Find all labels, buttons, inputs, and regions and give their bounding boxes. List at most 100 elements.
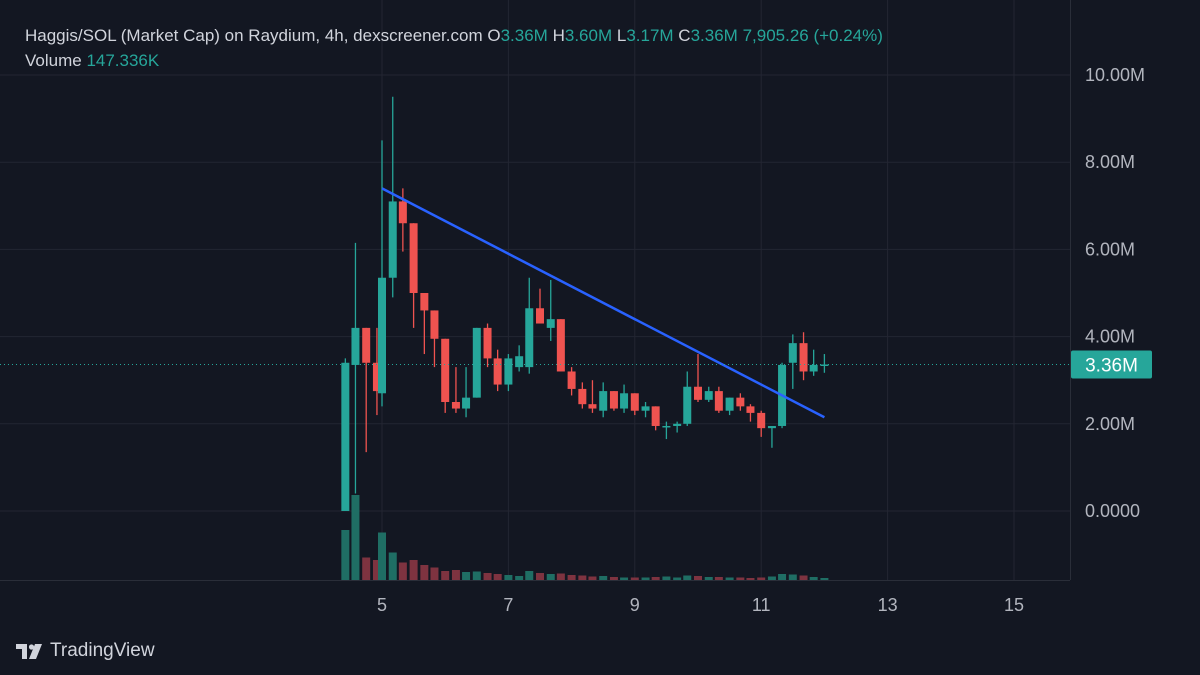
candle-body	[556, 319, 565, 372]
volume-bar	[462, 572, 471, 580]
axes: 0.0000 2.00M 4.00M 6.00M 8.00M 10.00M 5 7 9 11 13 1…	[0, 0, 1145, 615]
volume-bar	[799, 575, 808, 580]
volume-bar	[778, 574, 787, 580]
volume-bar	[451, 570, 460, 580]
candle-body	[767, 425, 776, 429]
volume-bar	[630, 577, 639, 580]
volume-bar	[704, 577, 713, 580]
candle-body	[809, 364, 818, 372]
volume-bar	[641, 577, 650, 580]
volume-bars	[341, 495, 829, 580]
candle-body	[651, 406, 660, 426]
close-label: C	[678, 26, 691, 45]
volume-label: Volume	[25, 51, 82, 70]
y-tick-label: 4.00M	[1085, 327, 1135, 347]
candle-body	[420, 293, 429, 311]
volume-bar	[388, 552, 397, 580]
candle-body	[504, 358, 513, 385]
candle-body	[472, 327, 481, 398]
volume-bar	[351, 495, 360, 580]
candle-body	[578, 388, 587, 405]
candle-body	[378, 277, 386, 394]
chart-grid	[0, 0, 1070, 580]
candle-body	[409, 223, 418, 293]
candle-body	[430, 310, 439, 339]
current-price-label: 3.36M	[1085, 356, 1138, 377]
tradingview-logo-icon	[16, 643, 42, 659]
candle-body	[362, 327, 371, 363]
volume-bar	[430, 567, 439, 580]
candle-body	[515, 356, 524, 368]
low-value: 3.17M	[626, 26, 674, 45]
brand[interactable]: TradingView	[16, 640, 155, 662]
x-tick-label: 15	[1004, 595, 1024, 615]
volume-bar	[536, 573, 544, 580]
candle-body	[609, 391, 618, 409]
brand-name: TradingView	[50, 640, 155, 661]
high-label: H	[552, 26, 565, 45]
x-tick-label: 7	[503, 595, 513, 615]
candle-body	[525, 308, 534, 368]
volume-bar	[420, 565, 429, 580]
candle-body	[725, 397, 734, 411]
candle-body	[662, 425, 671, 428]
candle-body	[683, 386, 692, 424]
volume-bar	[441, 571, 450, 580]
candle-body	[799, 343, 808, 372]
volume-legend: Volume 147.336K	[25, 51, 159, 71]
volume-bar	[788, 574, 797, 580]
volume-bar	[820, 578, 829, 580]
candle-body	[546, 319, 555, 328]
volume-bar	[746, 578, 755, 580]
candle-body	[441, 338, 450, 402]
candle-body	[493, 358, 502, 385]
volume-bar	[504, 575, 513, 580]
y-tick-label: 0.0000	[1085, 501, 1140, 521]
volume-bar	[493, 574, 502, 580]
candle-body	[599, 391, 608, 411]
volume-bar	[525, 571, 534, 580]
candle-body	[372, 362, 381, 392]
candle-body	[398, 201, 407, 224]
candle-body	[641, 406, 650, 411]
volume-value: 147.336K	[86, 51, 160, 70]
volume-bar	[362, 557, 371, 580]
symbol-title[interactable]: Haggis/SOL (Market Cap) on Raydium, 4h, …	[25, 26, 483, 45]
volume-bar	[809, 577, 818, 580]
x-tick-label: 11	[752, 595, 771, 615]
volume-bar	[409, 560, 418, 580]
candle-body	[673, 423, 682, 426]
trendline[interactable]	[381, 187, 825, 419]
low-label: L	[616, 26, 627, 45]
volume-bar	[767, 576, 776, 580]
volume-bar	[757, 577, 766, 580]
overlay: 3.36M	[0, 187, 1152, 419]
current-price-badge	[1071, 350, 1152, 379]
candle-body	[567, 371, 576, 389]
candle-body	[341, 362, 350, 511]
volume-bar	[609, 577, 618, 580]
volume-bar	[599, 576, 608, 580]
candle-body	[736, 397, 745, 407]
x-tick-label: 9	[630, 595, 640, 615]
volume-bar	[378, 532, 386, 580]
volume-bar	[651, 577, 660, 580]
volume-bar	[341, 530, 350, 580]
volume-bar	[556, 573, 565, 580]
volume-bar	[372, 560, 381, 580]
x-tick-label: 5	[377, 595, 387, 615]
volume-bar	[736, 577, 745, 580]
candle-body	[746, 406, 755, 413]
candle-body	[588, 404, 597, 409]
volume-bar	[694, 576, 702, 580]
close-value: 3.36M	[690, 26, 738, 45]
volume-bar	[725, 577, 734, 580]
candle-body	[714, 391, 723, 411]
high-value: 3.60M	[564, 26, 613, 45]
candles	[341, 96, 829, 511]
volume-bar	[673, 577, 682, 580]
candle-body	[704, 391, 713, 400]
candle-body	[620, 393, 629, 409]
volume-bar	[578, 575, 587, 580]
